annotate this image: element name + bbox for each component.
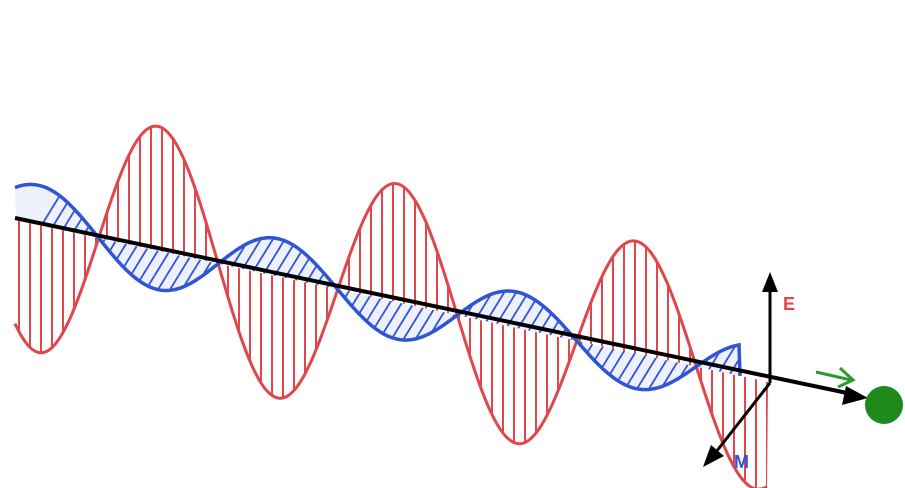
propagation-arrowhead (842, 386, 868, 405)
m-hatch-line (299, 184, 601, 390)
m-axis-arrowhead (703, 445, 724, 467)
magnetic-wave-curve (14, 182, 742, 392)
e-field-label: E (783, 294, 795, 314)
circle-icon (865, 386, 903, 424)
m-hatch-line (587, 184, 740, 390)
m-hatch-line (311, 184, 613, 390)
m-hatch-line (131, 184, 433, 390)
m-hatch-line (611, 184, 740, 390)
m-hatch-line (15, 184, 277, 390)
m-hatch-line (107, 184, 409, 390)
m-hatch-line (191, 184, 493, 390)
m-hatch-line (15, 184, 181, 390)
arrow-right-icon (815, 366, 856, 389)
e-axis-arrowhead (762, 272, 778, 292)
m-hatch-line (551, 184, 740, 390)
m-hatch-line (323, 184, 625, 390)
m-hatch-line (383, 184, 685, 390)
m-hatch-line (155, 184, 457, 390)
m-hatch-line (419, 184, 721, 390)
electric-wave-curve (13, 124, 768, 488)
m-hatch-line (575, 184, 740, 390)
m-hatch-line (527, 184, 740, 390)
m-hatch-line (900, 0, 905, 488)
m-hatch-line (251, 184, 553, 390)
m-hatch-line (623, 184, 740, 390)
m-hatch-line (431, 184, 733, 390)
propagation-axis (14, 216, 853, 396)
m-hatch-line (515, 184, 740, 390)
m-hatch-line (539, 184, 740, 390)
m-hatch-line (563, 184, 740, 390)
m-hatch-line (407, 184, 709, 390)
m-hatch-line (47, 184, 349, 390)
m-field-label: M (734, 452, 749, 472)
m-hatch-line (443, 184, 740, 390)
m-hatch-line (15, 184, 265, 390)
m-axis (714, 382, 772, 453)
m-hatch-line (635, 184, 740, 390)
m-hatch-line (647, 184, 740, 390)
m-hatch-line (119, 184, 421, 390)
m-hatch-line (599, 184, 740, 390)
m-hatch-line (287, 184, 589, 390)
m-hatch-line (503, 184, 740, 390)
